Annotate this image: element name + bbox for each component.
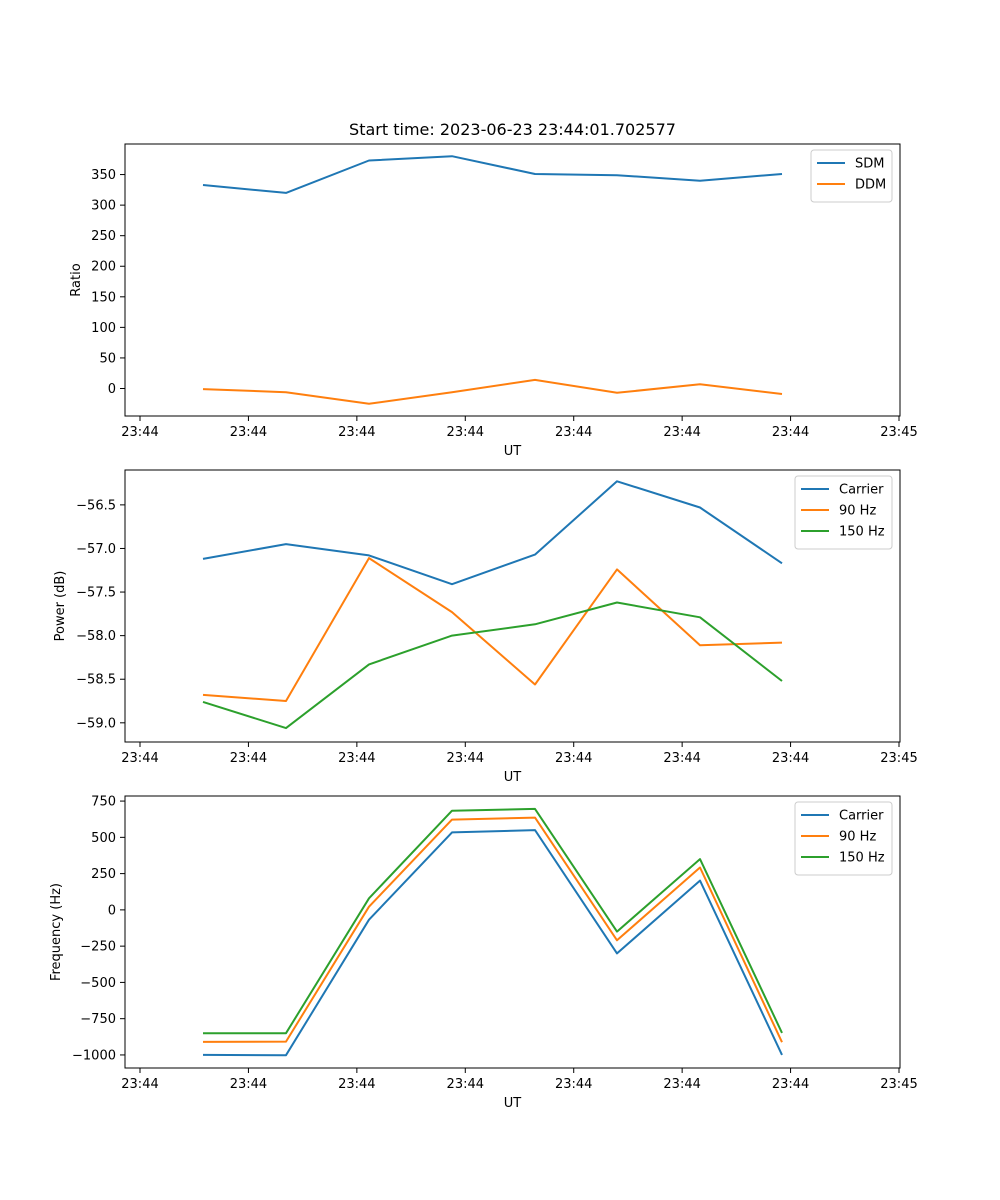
legend-label: Carrier <box>839 809 884 824</box>
legend-label: 90 Hz <box>839 830 876 845</box>
chart-panel-3: 23:44 23:44 23:44 23:44 23:44 23:44 23:44 23:45… <box>49 795 918 1111</box>
legend: Carrier 90 Hz 150 Hz <box>794 801 893 876</box>
legend-label: DDM <box>855 178 886 193</box>
y-tick-label: −500 <box>80 976 116 991</box>
x-axis-label: UT <box>504 444 522 459</box>
x-tick-label: 23:44 <box>663 1077 700 1092</box>
y-tick-label: −57.5 <box>76 586 116 601</box>
x-tick-label: 23:44 <box>338 1077 375 1092</box>
x-tick-label: 23:44 <box>772 751 809 766</box>
x-tick-label: 23:44 <box>447 425 484 440</box>
x-tick-label: 23:44 <box>555 1077 592 1092</box>
legend-label: SDM <box>855 157 884 172</box>
x-tick-label: 23:44 <box>447 751 484 766</box>
y-axis-label: Ratio <box>69 263 84 296</box>
x-tick-label: 23:44 <box>555 425 592 440</box>
y-tick-label: −1000 <box>72 1048 116 1063</box>
legend-label: Carrier <box>839 483 884 498</box>
x-tick-label: 23:45 <box>880 751 917 766</box>
y-tick-label: 750 <box>91 795 116 810</box>
y-tick-label: 250 <box>91 229 116 244</box>
x-tick-label: 23:44 <box>230 425 267 440</box>
y-tick-label: 100 <box>91 321 116 336</box>
y-tick-label: 0 <box>108 382 116 397</box>
x-tick-label: 23:44 <box>230 751 267 766</box>
y-tick-label: 350 <box>91 168 116 183</box>
series-line-150-hz <box>202 601 783 730</box>
x-tick-label: 23:44 <box>663 425 700 440</box>
x-axis-label: UT <box>504 1096 522 1111</box>
y-tick-label: −58.5 <box>76 673 116 688</box>
x-tick-label: 23:44 <box>447 1077 484 1092</box>
y-tick-label: 150 <box>91 290 116 305</box>
series-line-carrier <box>202 480 783 586</box>
x-tick-label: 23:44 <box>230 1077 267 1092</box>
y-tick-label: 300 <box>91 199 116 214</box>
x-tick-label: 23:44 <box>121 751 158 766</box>
y-tick-label: −57.0 <box>76 542 116 557</box>
x-tick-label: 23:44 <box>663 751 700 766</box>
plot-frame <box>124 143 901 417</box>
y-axis-label: Power (dB) <box>53 571 68 642</box>
chart-panel-2: 23:44 23:44 23:44 23:44 23:44 23:44 23:44 23:45… <box>53 469 918 785</box>
x-tick-label: 23:45 <box>880 425 917 440</box>
y-axis-label: Frequency (Hz) <box>49 883 64 981</box>
legend: SDM DDM <box>810 149 893 203</box>
x-tick-label: 23:44 <box>338 751 375 766</box>
x-axis-label: UT <box>504 770 522 785</box>
legend-label: 90 Hz <box>839 504 876 519</box>
y-tick-label: 0 <box>108 903 116 918</box>
y-tick-label: −59.0 <box>76 716 116 731</box>
series-line-90-hz <box>202 816 783 1043</box>
y-tick-label: 200 <box>91 260 116 275</box>
x-tick-label: 23:44 <box>121 1077 158 1092</box>
y-tick-label: −56.5 <box>76 498 116 513</box>
x-tick-label: 23:45 <box>880 1077 917 1092</box>
plot-frame <box>124 795 901 1069</box>
chart-title: Start time: 2023-06-23 23:44:01.702577 <box>349 120 676 139</box>
x-tick-label: 23:44 <box>772 425 809 440</box>
series-line-90-hz <box>202 557 783 702</box>
plot-frame <box>124 469 901 743</box>
y-tick-label: 250 <box>91 867 116 882</box>
series-line-150-hz <box>203 807 783 1035</box>
x-tick-label: 23:44 <box>772 1077 809 1092</box>
x-tick-label: 23:44 <box>121 425 158 440</box>
y-tick-label: −58.0 <box>76 629 116 644</box>
series-line-ddm <box>202 378 783 405</box>
chart-panel-1: Start time: 2023-06-23 23:44:01.702577 23… <box>69 120 918 459</box>
y-tick-label: 500 <box>91 831 116 846</box>
y-tick-label: 50 <box>99 351 116 366</box>
legend-label: 150 Hz <box>839 525 885 540</box>
legend-label: 150 Hz <box>839 851 885 866</box>
x-tick-label: 23:44 <box>555 751 592 766</box>
series-line-carrier <box>202 829 783 1057</box>
y-tick-label: −250 <box>80 940 116 955</box>
series-line-sdm <box>202 155 783 194</box>
y-tick-label: −750 <box>80 1012 116 1027</box>
legend: Carrier 90 Hz 150 Hz <box>794 475 893 550</box>
x-tick-label: 23:44 <box>338 425 375 440</box>
